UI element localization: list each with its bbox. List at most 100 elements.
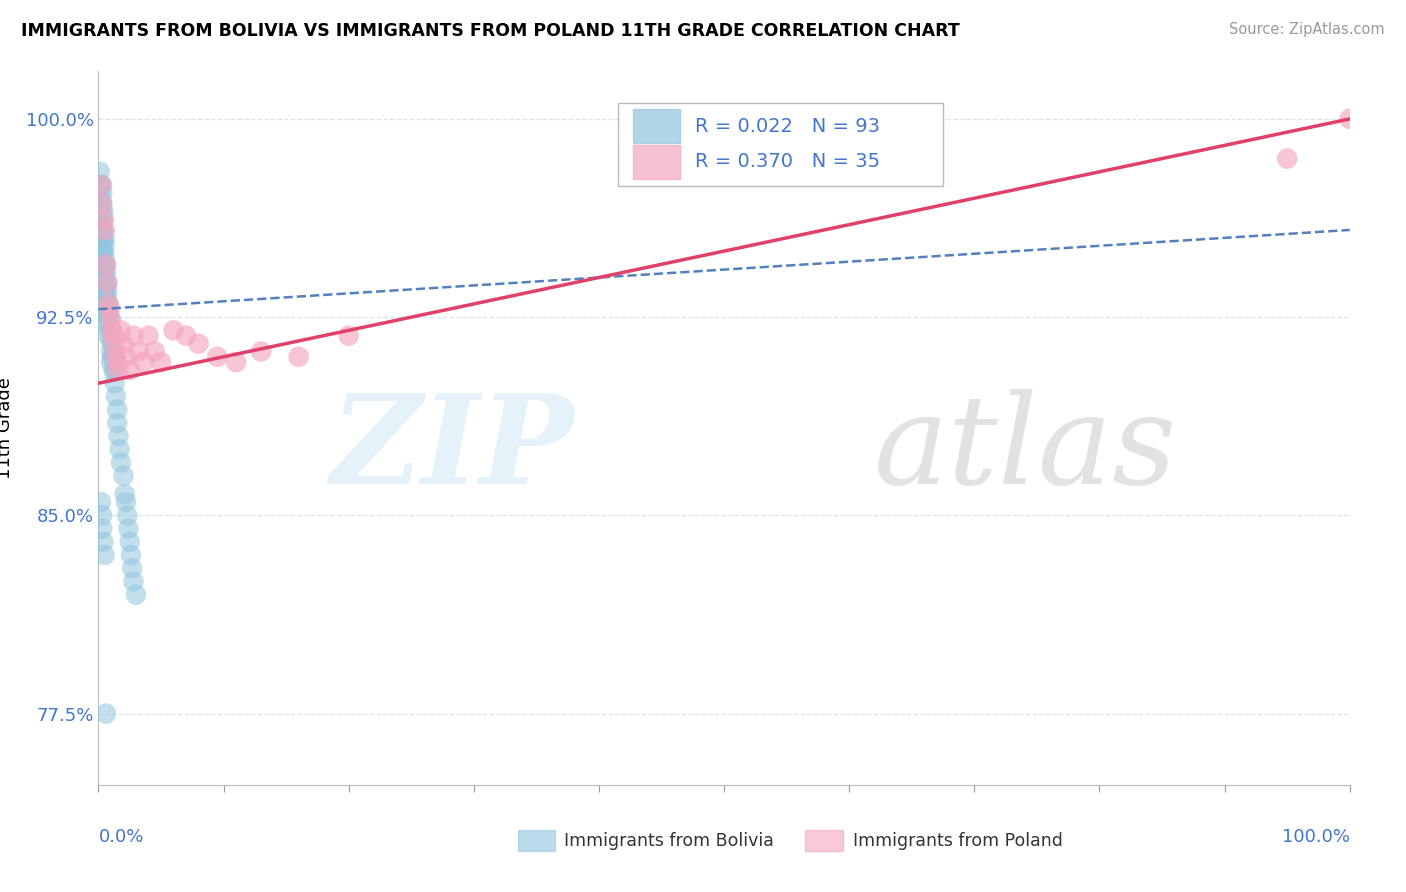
Point [96, 284, 118, 298]
Point [1277, 152, 1299, 166]
Bar [806, 830, 844, 851]
Text: Immigrants from Poland: Immigrants from Poland [853, 831, 1063, 849]
Point [90, 249, 112, 263]
Point [94, 706, 117, 721]
Point [101, 323, 124, 337]
Point [91, 228, 114, 243]
Point [93, 212, 115, 227]
Point [93, 548, 115, 562]
Text: 0.0%: 0.0% [98, 828, 143, 846]
Point [122, 574, 145, 589]
Point [100, 344, 122, 359]
Point [127, 344, 149, 359]
Point [90, 234, 112, 248]
Point [100, 323, 122, 337]
Point [118, 534, 141, 549]
Point [89, 178, 111, 192]
Point [94, 257, 117, 271]
Point [93, 223, 115, 237]
Point [91, 196, 114, 211]
Point [114, 487, 136, 501]
Point [104, 363, 127, 377]
Point [91, 218, 114, 232]
Point [110, 456, 132, 470]
Point [225, 355, 247, 369]
Point [115, 495, 138, 509]
Point [107, 363, 129, 377]
Point [91, 178, 114, 192]
Point [94, 297, 117, 311]
Point [93, 260, 115, 274]
Point [91, 522, 114, 536]
Point [90, 495, 112, 509]
Point [101, 336, 124, 351]
Point [90, 270, 112, 285]
Point [97, 318, 120, 332]
Point [110, 323, 132, 337]
Point [93, 234, 115, 248]
Point [104, 350, 127, 364]
Point [150, 355, 173, 369]
Point [138, 328, 160, 343]
Point [93, 254, 115, 268]
Point [93, 270, 115, 285]
Point [91, 186, 114, 200]
Point [115, 508, 138, 523]
Point [90, 228, 112, 243]
Point [94, 276, 117, 290]
Point [132, 355, 155, 369]
Point [94, 265, 117, 279]
Point [90, 239, 112, 253]
Point [94, 257, 117, 271]
Point [100, 355, 122, 369]
Point [91, 239, 114, 253]
Point [162, 323, 184, 337]
Point [97, 297, 120, 311]
Point [90, 265, 112, 279]
Point [93, 265, 115, 279]
Point [250, 344, 273, 359]
Point [93, 292, 115, 306]
Point [107, 429, 129, 443]
Point [103, 350, 125, 364]
Point [187, 336, 209, 351]
Point [90, 276, 112, 290]
Point [112, 468, 135, 483]
Point [143, 344, 166, 359]
Text: R = 0.370   N = 35: R = 0.370 N = 35 [696, 153, 880, 171]
Point [105, 355, 128, 369]
Point [337, 328, 360, 343]
Bar [633, 145, 681, 179]
Text: Immigrants from Bolivia: Immigrants from Bolivia [564, 831, 773, 849]
Point [91, 260, 114, 274]
Point [90, 178, 112, 192]
Point [122, 328, 145, 343]
Point [98, 310, 121, 325]
Point [96, 315, 118, 329]
Point [93, 212, 115, 227]
Text: Source: ZipAtlas.com: Source: ZipAtlas.com [1229, 22, 1385, 37]
Point [100, 334, 122, 348]
Point [105, 402, 128, 417]
Point [93, 239, 115, 253]
Bar [633, 109, 681, 144]
Point [97, 297, 120, 311]
Point [174, 328, 197, 343]
Point [90, 244, 112, 258]
Point [108, 442, 131, 457]
Point [105, 416, 128, 430]
Point [90, 218, 112, 232]
Point [97, 308, 120, 322]
Point [94, 308, 117, 322]
Point [90, 191, 112, 205]
Point [91, 270, 114, 285]
Point [91, 249, 114, 263]
Point [90, 223, 112, 237]
Point [90, 178, 112, 192]
Text: R = 0.022   N = 93: R = 0.022 N = 93 [696, 117, 880, 136]
Point [93, 204, 115, 219]
Text: atlas: atlas [875, 389, 1178, 510]
Point [90, 254, 112, 268]
Y-axis label: 11th Grade: 11th Grade [0, 377, 14, 479]
Point [97, 328, 120, 343]
